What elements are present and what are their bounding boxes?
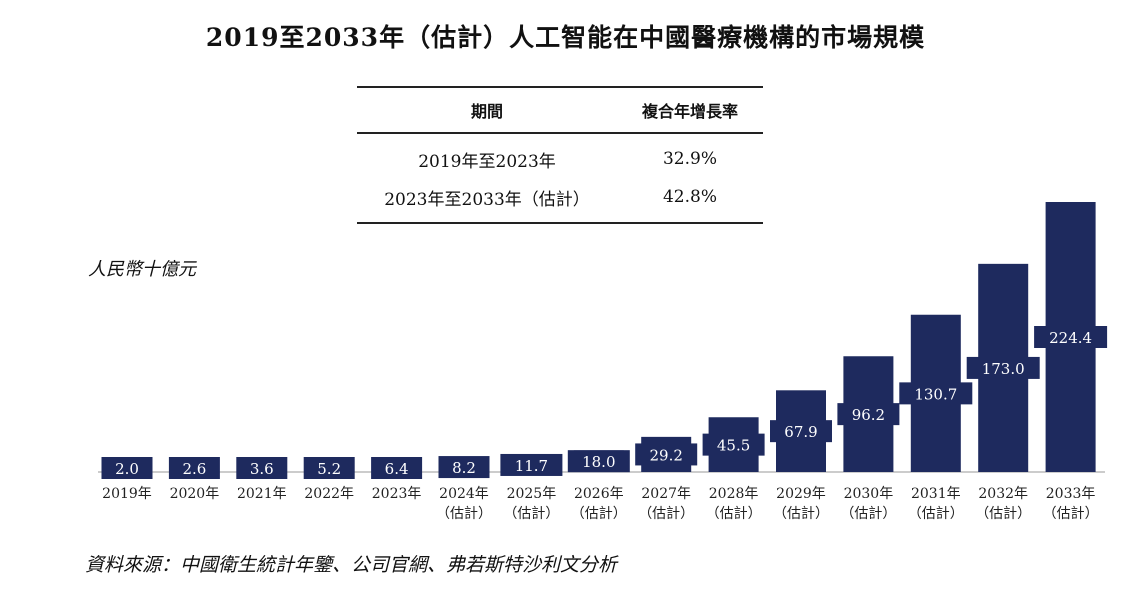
data-label: 45.5 bbox=[717, 437, 750, 455]
cagr-header-period: 期間 bbox=[470, 102, 503, 121]
x-tick-label: 2032年 bbox=[978, 486, 1028, 502]
data-label-box bbox=[236, 457, 288, 479]
x-tick-sublabel: （估計） bbox=[975, 506, 1031, 522]
data-label: 2.0 bbox=[115, 460, 139, 478]
data-label-box bbox=[371, 457, 423, 479]
x-tick-label: 2019年 bbox=[102, 486, 152, 502]
x-tick-label: 2028年 bbox=[709, 486, 759, 502]
x-tick-label: 2030年 bbox=[844, 486, 894, 502]
data-label: 11.7 bbox=[515, 457, 548, 475]
data-label: 18.0 bbox=[582, 453, 615, 471]
x-tick-sublabel: （估計） bbox=[908, 506, 964, 522]
data-label-box bbox=[303, 457, 355, 479]
x-tick-label: 2020年 bbox=[170, 486, 220, 502]
data-label-box bbox=[899, 382, 973, 405]
data-label: 5.2 bbox=[317, 460, 341, 478]
cagr-rate: 32.9% bbox=[662, 149, 717, 169]
cagr-row: 2023年至2033年（估計） 42.8% bbox=[357, 178, 763, 216]
data-label-box bbox=[101, 457, 153, 479]
cagr-period: 2023年至2033年（估計） bbox=[384, 189, 590, 210]
x-tick-sublabel: （估計） bbox=[436, 506, 492, 522]
data-label-box bbox=[567, 450, 630, 473]
cagr-header-rate: 複合年增長率 bbox=[641, 102, 738, 121]
y-axis-unit-label: 人民幣十億元 bbox=[88, 259, 196, 280]
x-tick-label: 2024年 bbox=[439, 486, 489, 502]
data-label: 224.4 bbox=[1049, 329, 1092, 347]
x-tick-sublabel: （估計） bbox=[706, 506, 762, 522]
data-label-box bbox=[837, 403, 900, 426]
data-label-box bbox=[635, 443, 698, 466]
x-tick-label: 2029年 bbox=[776, 486, 826, 502]
cagr-rate: 42.8% bbox=[662, 187, 717, 207]
data-label-box bbox=[770, 420, 832, 443]
data-label-box bbox=[168, 457, 220, 479]
x-tick-label: 2023年 bbox=[372, 486, 422, 502]
data-label: 3.6 bbox=[250, 460, 274, 478]
x-tick-sublabel: （估計） bbox=[571, 506, 627, 522]
data-label-box bbox=[500, 453, 563, 476]
data-label-box bbox=[438, 456, 490, 479]
data-label: 29.2 bbox=[649, 446, 682, 464]
data-label: 96.2 bbox=[852, 406, 885, 424]
x-tick-sublabel: （估計） bbox=[638, 506, 694, 522]
x-tick-label: 2027年 bbox=[641, 486, 691, 502]
data-label: 8.2 bbox=[452, 459, 476, 477]
x-tick-label: 2021年 bbox=[237, 486, 287, 502]
data-label-box bbox=[702, 433, 765, 456]
x-tick-sublabel: （估計） bbox=[503, 506, 559, 522]
data-label: 130.7 bbox=[914, 385, 957, 403]
data-label: 6.4 bbox=[385, 460, 409, 478]
x-tick-label: 2033年 bbox=[1046, 486, 1096, 502]
source-note: 資料來源：中國衛生統計年鑒、公司官網、弗若斯特沙利文分析 bbox=[85, 554, 618, 576]
x-tick-label: 2022年 bbox=[304, 486, 354, 502]
data-label: 67.9 bbox=[784, 423, 817, 441]
x-tick-label: 2025年 bbox=[507, 486, 557, 502]
cagr-period: 2019年至2023年 bbox=[418, 151, 556, 172]
cagr-row: 2019年至2023年 32.9% bbox=[357, 140, 763, 178]
chart-title: 2019至2033年（估計）人工智能在中國醫療機構的市場規模 bbox=[205, 23, 926, 52]
x-tick-sublabel: （估計） bbox=[773, 506, 829, 522]
x-tick-label: 2026年 bbox=[574, 486, 624, 502]
x-tick-sublabel: （估計） bbox=[1043, 506, 1099, 522]
data-label: 173.0 bbox=[982, 360, 1025, 378]
data-label: 2.6 bbox=[182, 460, 206, 478]
data-label-box bbox=[966, 356, 1040, 379]
data-label-box bbox=[1034, 326, 1108, 348]
cagr-header-row: 期間 複合年增長率 bbox=[357, 88, 763, 134]
x-tick-sublabel: （估計） bbox=[840, 506, 896, 522]
x-tick-label: 2031年 bbox=[911, 486, 961, 502]
cagr-table: 期間 複合年增長率 2019年至2023年 32.9% 2023年至2033年（… bbox=[357, 86, 763, 224]
